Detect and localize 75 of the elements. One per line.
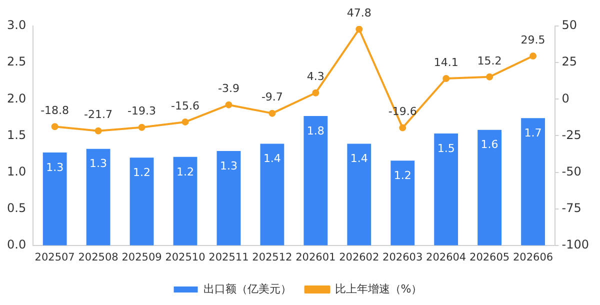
bar — [260, 144, 284, 246]
bar — [304, 116, 328, 246]
data-label: -18.8 — [40, 104, 70, 117]
data-label: 14.1 — [434, 56, 458, 69]
point — [312, 89, 320, 96]
data-label: 1.8 — [306, 124, 324, 138]
bar — [478, 130, 502, 246]
x-tick-label: 202511 — [208, 251, 249, 264]
data-label: 1.3 — [220, 159, 238, 172]
bar — [86, 148, 110, 246]
point — [486, 73, 494, 80]
data-label: 29.5 — [520, 33, 546, 46]
data-label: 1.4 — [263, 152, 281, 166]
x-tick-label: 202603 — [382, 251, 423, 264]
data-label: 1.2 — [394, 168, 412, 182]
y2-tick-label: 25 — [562, 54, 578, 69]
x-tick-label: 202508 — [78, 251, 118, 264]
data-label: 1.3 — [90, 157, 108, 170]
data-label: 1.4 — [350, 152, 368, 166]
x-tick-label: 202512 — [252, 251, 292, 264]
point — [268, 110, 276, 117]
data-label: 1.6 — [480, 138, 498, 152]
data-label: 47.8 — [346, 6, 372, 20]
bar — [42, 152, 67, 246]
legend-label: 比上年增速（%） — [334, 282, 422, 296]
y2-tick-label: -100 — [562, 238, 589, 252]
bar — [216, 151, 241, 246]
point — [94, 127, 102, 134]
bar — [173, 156, 198, 246]
data-label: -15.6 — [171, 99, 200, 112]
point — [182, 118, 189, 126]
y-tick-label: 1.5 — [6, 128, 26, 142]
data-label: 1.2 — [133, 166, 151, 179]
x-tick-label: 202604 — [426, 251, 466, 264]
y-tick-label: 0.0 — [6, 238, 26, 252]
y2-tick-label: 0 — [562, 91, 570, 106]
data-label: 4.3 — [306, 70, 324, 84]
y-tick-label: 3.0 — [6, 18, 26, 32]
data-label: 1.5 — [437, 142, 455, 155]
y-tick-label: 2.5 — [6, 54, 26, 69]
legend-label: 出口额（亿美元） — [203, 282, 292, 296]
x-tick-label: 202601 — [296, 251, 336, 264]
data-label: 1.2 — [176, 165, 194, 178]
x-tick-label: 202509 — [122, 251, 162, 264]
bar — [390, 160, 415, 246]
data-label: -3.9 — [218, 82, 240, 96]
x-tick-label: 202606 — [512, 251, 554, 264]
bar — [521, 118, 545, 246]
data-label: -19.3 — [128, 104, 156, 118]
bar — [434, 134, 458, 246]
y-tick-label: 2.0 — [6, 91, 26, 106]
point — [530, 52, 537, 60]
bar — [347, 144, 372, 246]
x-tick-label: 202602 — [339, 251, 380, 264]
x-tick-label: 202605 — [470, 251, 510, 264]
x-tick-label: 202510 — [165, 251, 206, 264]
y2-tick-label: -25 — [562, 128, 582, 142]
point — [51, 123, 58, 130]
bar — [130, 158, 154, 246]
point — [356, 26, 363, 33]
data-label: -9.7 — [261, 90, 283, 104]
data-label: 15.2 — [477, 54, 502, 68]
point — [399, 124, 406, 132]
y-tick-label: 1.0 — [6, 164, 26, 178]
data-label: -21.7 — [84, 108, 113, 122]
point — [442, 75, 450, 82]
point — [138, 124, 146, 131]
point — [225, 101, 232, 108]
data-label: 1.3 — [46, 160, 64, 174]
y2-tick-label: -75 — [562, 200, 582, 215]
data-label: 1.7 — [524, 126, 542, 140]
y-tick-label: 0.5 — [6, 200, 26, 215]
x-tick-label: 202507 — [34, 251, 75, 264]
y2-tick-label: 50 — [562, 18, 578, 32]
y2-tick-label: -50 — [562, 164, 582, 178]
